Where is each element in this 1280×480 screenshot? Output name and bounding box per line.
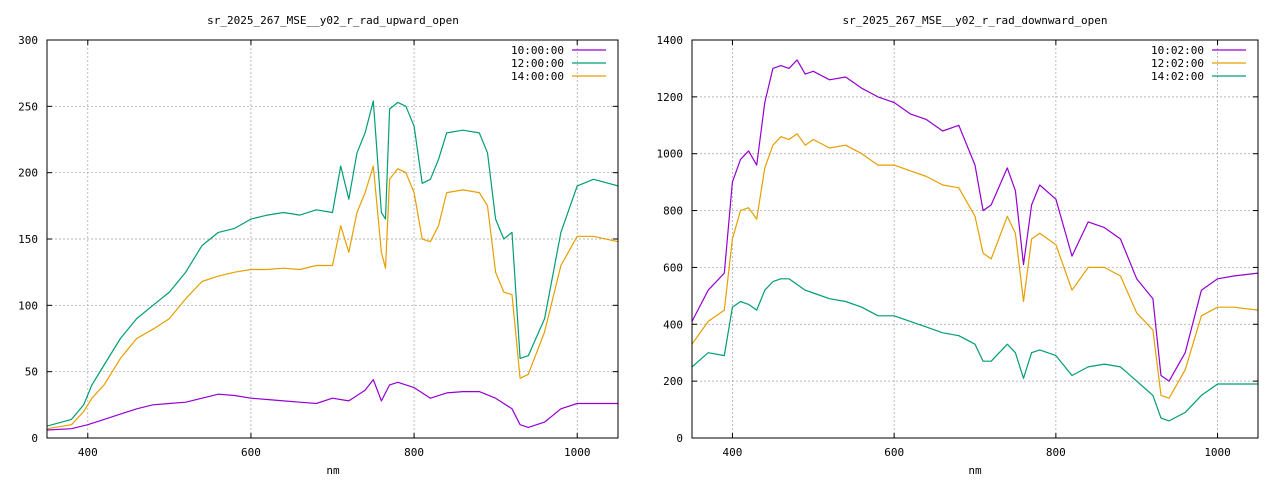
y-tick-label: 300 — [18, 34, 38, 47]
y-tick-label: 200 — [18, 167, 38, 180]
x-tick-label: 600 — [884, 446, 904, 459]
x-axis-label: nm — [968, 464, 982, 477]
legend-label: 10:00:00 — [511, 44, 564, 57]
x-tick-label: 800 — [1046, 446, 1066, 459]
x-tick-label: 400 — [722, 446, 742, 459]
x-tick-label: 600 — [241, 446, 261, 459]
legend-label: 12:02:00 — [1151, 57, 1204, 70]
series-line-0 — [692, 59, 1258, 382]
y-tick-label: 1000 — [657, 148, 684, 161]
series-line-2 — [692, 278, 1258, 422]
x-tick-label: 1000 — [564, 446, 591, 459]
y-tick-label: 100 — [18, 299, 38, 312]
y-tick-label: 150 — [18, 233, 38, 246]
x-tick-label: 400 — [78, 446, 98, 459]
series-line-0 — [47, 379, 618, 431]
legend-label: 14:02:00 — [1151, 70, 1204, 83]
y-tick-label: 1200 — [657, 91, 684, 104]
legend-label: 12:00:00 — [511, 57, 564, 70]
series-line-2 — [47, 165, 618, 430]
x-tick-label: 1000 — [1204, 446, 1231, 459]
series-line-1 — [47, 100, 618, 427]
y-tick-label: 50 — [25, 366, 38, 379]
y-tick-label: 1400 — [657, 34, 684, 47]
y-tick-label: 0 — [676, 432, 683, 445]
y-tick-label: 800 — [663, 205, 683, 218]
chart-title: sr_2025_267_MSE__y02_r_rad_downward_open — [843, 14, 1108, 27]
series-group — [692, 59, 1258, 422]
upward-radiance-chart: sr_2025_267_MSE__y02_r_rad_upward_open n… — [18, 14, 619, 477]
y-tick-label: 200 — [663, 375, 683, 388]
x-tick-label: 800 — [404, 446, 424, 459]
chart-title: sr_2025_267_MSE__y02_r_rad_upward_open — [207, 14, 459, 27]
x-axis-label: nm — [326, 464, 340, 477]
y-tick-label: 400 — [663, 318, 683, 331]
y-tick-label: 0 — [31, 432, 38, 445]
series-line-1 — [692, 133, 1258, 399]
y-tick-label: 600 — [663, 261, 683, 274]
legend-label: 14:00:00 — [511, 70, 564, 83]
legend-label: 10:02:00 — [1151, 44, 1204, 57]
series-group — [47, 100, 618, 431]
plot-frame — [691, 39, 1259, 439]
y-tick-label: 250 — [18, 100, 38, 113]
downward-radiance-chart: sr_2025_267_MSE__y02_r_rad_downward_open… — [657, 14, 1259, 477]
